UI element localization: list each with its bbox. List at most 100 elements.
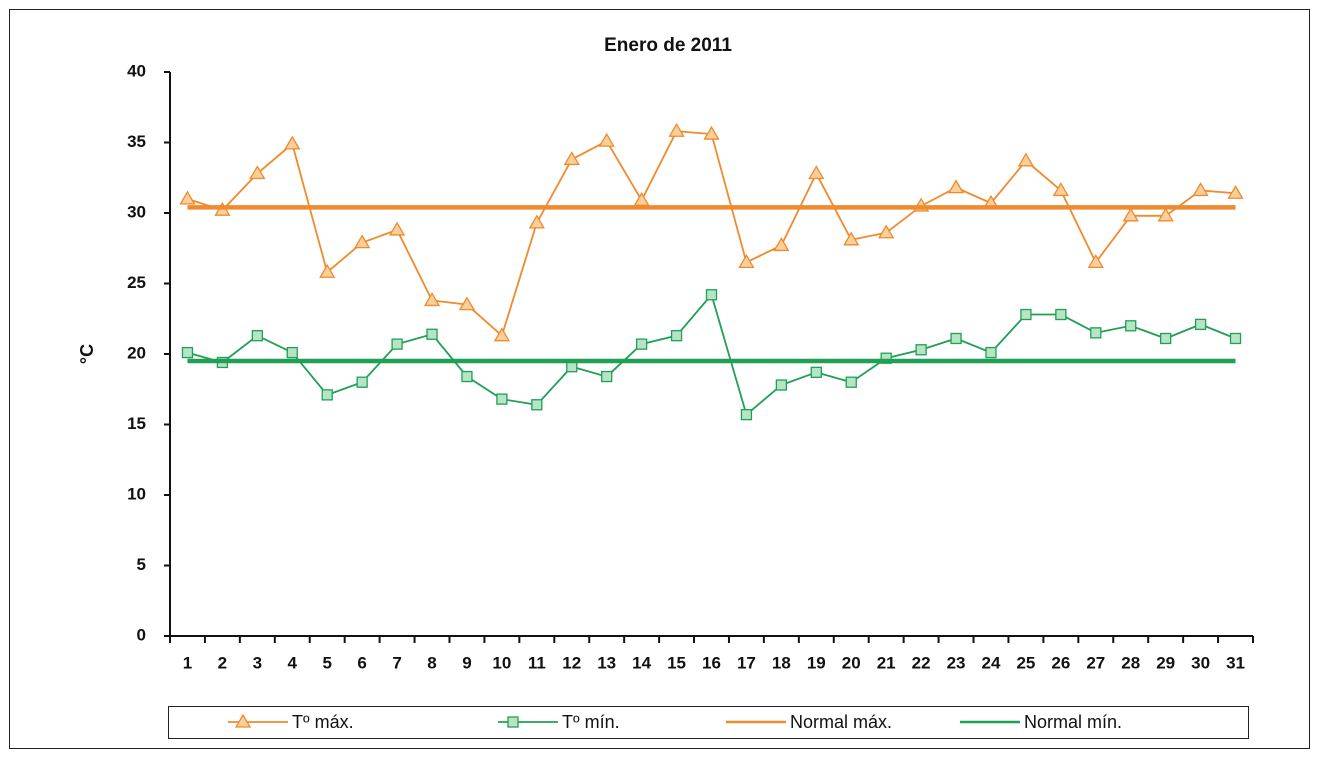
x-tick-label: 20 — [842, 653, 861, 672]
marker-square — [496, 393, 508, 405]
x-tick-label: 23 — [947, 653, 966, 672]
marker-triangle — [1052, 182, 1069, 197]
marker-triangle — [808, 165, 825, 180]
marker-triangle — [493, 327, 511, 342]
marker-square — [775, 379, 788, 391]
marker-triangle — [528, 214, 545, 229]
x-tick-label: 8 — [427, 653, 436, 672]
marker-triangle — [1087, 254, 1104, 268]
marker-square — [810, 366, 822, 378]
marker-triangle — [843, 231, 860, 246]
marker-square — [1090, 327, 1102, 339]
marker-square — [286, 346, 298, 359]
x-tick-label: 27 — [1086, 653, 1105, 672]
marker-triangle — [319, 263, 336, 278]
marker-triangle — [179, 190, 196, 205]
x-tick-label: 3 — [253, 653, 262, 672]
x-tick-label: 31 — [1226, 653, 1245, 672]
x-tick-label: 10 — [492, 653, 511, 672]
x-tick-label: 19 — [807, 653, 826, 672]
x-tick-label: 16 — [702, 653, 721, 672]
marker-triangle — [738, 254, 755, 268]
marker-triangle — [388, 221, 406, 236]
marker-triangle — [249, 165, 266, 180]
marker-triangle — [598, 132, 615, 147]
chart-frame — [9, 9, 1310, 749]
x-tick-label: 2 — [218, 653, 227, 672]
x-tick-label: 28 — [1121, 653, 1140, 672]
marker-triangle — [1122, 207, 1139, 222]
x-tick-label: 24 — [982, 653, 1001, 672]
marker-square — [601, 370, 613, 383]
y-tick-label: 10 — [127, 484, 146, 503]
x-tick-label: 25 — [1016, 653, 1035, 672]
x-tick-label: 22 — [912, 653, 931, 672]
y-tick-label: 25 — [127, 273, 146, 292]
marker-square — [1194, 318, 1207, 331]
x-tick-label: 17 — [737, 653, 756, 672]
marker-square — [635, 338, 648, 350]
legend-label: Normal máx. — [790, 712, 892, 732]
legend-label: Normal mín. — [1024, 712, 1122, 732]
marker-triangle — [1017, 152, 1035, 167]
chart-title: Enero de 2011 — [604, 35, 732, 56]
x-tick-label: 7 — [392, 653, 401, 672]
y-tick-label: 30 — [127, 202, 146, 221]
x-tick-label: 1 — [183, 653, 192, 672]
marker-triangle — [234, 713, 252, 728]
marker-triangle — [668, 122, 685, 137]
marker-triangle — [1192, 182, 1209, 197]
marker-square — [181, 346, 194, 359]
marker-triangle — [354, 234, 371, 249]
x-tick-label: 13 — [597, 653, 616, 672]
marker-square — [740, 408, 753, 421]
marker-square — [985, 346, 997, 359]
marker-triangle — [703, 125, 720, 140]
y-tick-label: 20 — [127, 343, 146, 362]
marker-square — [507, 716, 519, 728]
marker-triangle — [423, 292, 441, 307]
marker-square — [1055, 308, 1067, 321]
x-tick-label: 15 — [667, 653, 686, 672]
x-tick-label: 18 — [772, 653, 791, 672]
marker-triangle — [947, 179, 965, 194]
marker-square — [705, 289, 718, 301]
marker-square — [321, 389, 333, 401]
y-tick-label: 40 — [127, 61, 146, 80]
x-tick-label: 9 — [462, 653, 471, 672]
marker-square — [915, 344, 927, 356]
marker-triangle — [458, 296, 476, 311]
marker-square — [1125, 320, 1137, 332]
marker-square — [461, 370, 473, 383]
marker-triangle — [284, 135, 301, 150]
x-tick-label: 21 — [877, 653, 896, 672]
x-tick-label: 26 — [1051, 653, 1070, 672]
marker-square — [531, 399, 543, 411]
x-tick-label: 30 — [1191, 653, 1210, 672]
marker-square — [356, 376, 368, 388]
legend-box — [168, 706, 1249, 739]
x-tick-label: 14 — [632, 653, 651, 672]
marker-square — [1229, 332, 1242, 345]
legend-label: Tº mín. — [562, 712, 620, 732]
marker-square — [1160, 332, 1172, 345]
y-axis-label: °C — [77, 344, 97, 364]
marker-square — [950, 332, 962, 345]
x-tick-label: 12 — [562, 653, 581, 672]
marker-triangle — [563, 151, 580, 166]
marker-triangle — [1157, 207, 1174, 222]
x-tick-label: 4 — [288, 653, 298, 672]
marker-square — [670, 330, 683, 342]
marker-triangle — [773, 237, 790, 252]
y-tick-label: 15 — [127, 414, 146, 433]
marker-triangle — [878, 224, 895, 239]
marker-square — [251, 330, 263, 342]
marker-square — [426, 328, 438, 340]
x-tick-label: 5 — [322, 653, 331, 672]
x-tick-label: 6 — [357, 653, 366, 672]
marker-square — [391, 338, 403, 350]
marker-square — [845, 376, 857, 388]
y-tick-label: 0 — [137, 625, 146, 644]
marker-triangle — [1227, 184, 1244, 199]
